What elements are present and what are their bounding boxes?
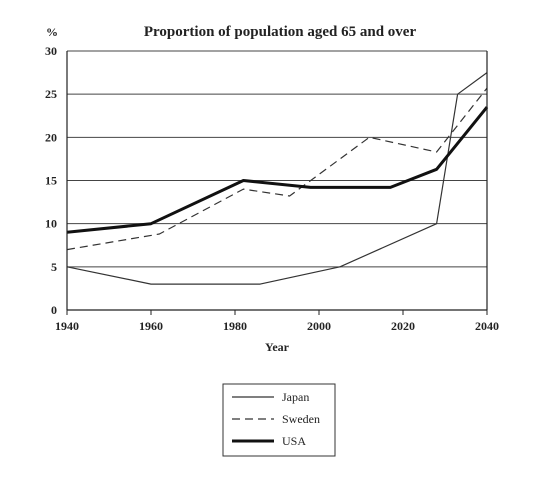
y-tick-label: 20 xyxy=(45,130,57,144)
x-tick-label: 1940 xyxy=(55,319,79,333)
data-series xyxy=(66,72,489,285)
y-tick-label: 5 xyxy=(51,260,57,274)
x-tick-label: 2040 xyxy=(475,319,499,333)
axes: 0 5 10 15 20 25 30 1940 1960 1980 2000 2020 2040 xyxy=(45,44,499,333)
y-tick-label: 15 xyxy=(45,174,57,188)
series-line-japan xyxy=(66,72,488,285)
chart-title: Proportion of population aged 65 and ove… xyxy=(144,24,417,40)
x-axis-label: Year xyxy=(265,340,290,354)
y-tick-label: 10 xyxy=(45,217,57,231)
series-line-sweden xyxy=(66,87,488,251)
y-tick-label: 0 xyxy=(51,303,57,317)
legend-box xyxy=(222,383,336,457)
legend-label-sweden: Sweden xyxy=(282,412,320,426)
gridlines xyxy=(67,50,487,268)
x-tick-label: 1980 xyxy=(223,319,247,333)
legend-label-japan: Japan xyxy=(282,390,309,404)
legend: Japan Sweden USA xyxy=(222,383,336,457)
x-tick-label: 2020 xyxy=(391,319,415,333)
series-line-usa xyxy=(66,106,489,234)
y-tick-label: 25 xyxy=(45,87,57,101)
x-tick-label: 2000 xyxy=(307,319,331,333)
x-tick-label: 1960 xyxy=(139,319,163,333)
y-axis-unit-label: % xyxy=(46,25,58,39)
legend-label-usa: USA xyxy=(282,434,306,448)
y-tick-label: 30 xyxy=(45,44,57,58)
